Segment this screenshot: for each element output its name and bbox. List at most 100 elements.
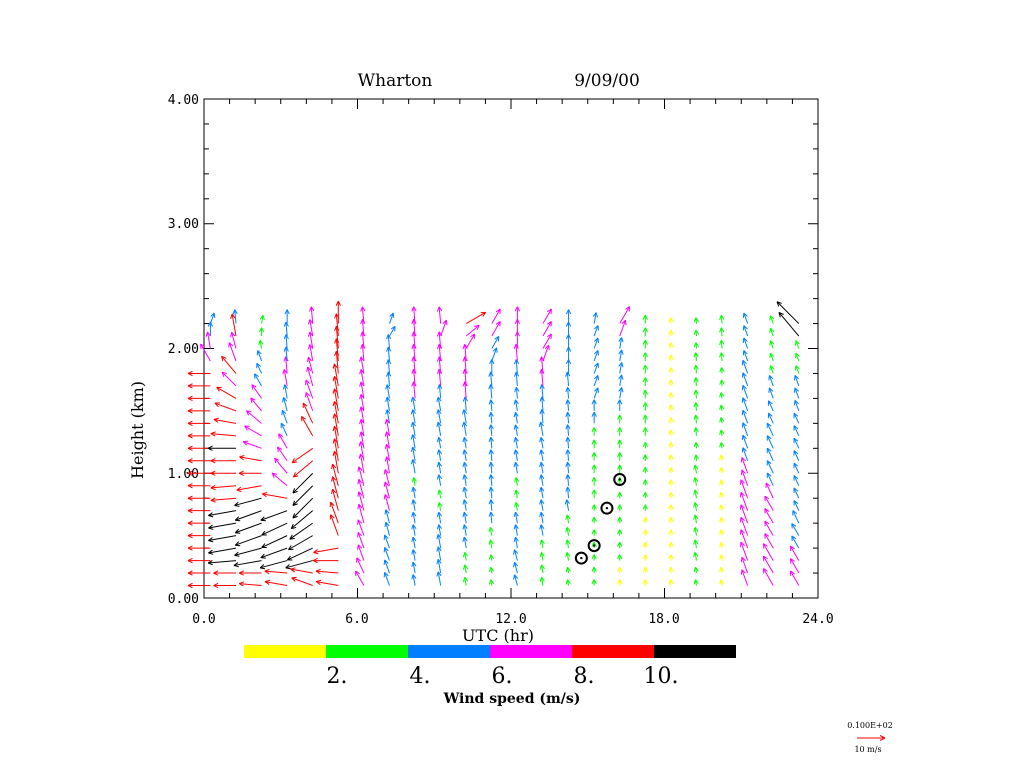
wind-vector — [565, 539, 571, 549]
wind-vector — [488, 461, 494, 474]
wind-vector — [491, 335, 500, 349]
wind-vector — [764, 508, 774, 524]
wind-vector — [565, 566, 571, 574]
wind-vector — [271, 472, 288, 487]
wind-vector — [741, 447, 749, 461]
wind-vector — [461, 421, 468, 436]
wind-vector — [284, 309, 290, 324]
wind-vector — [315, 579, 339, 587]
wind-vector — [411, 536, 417, 549]
wind-vector — [288, 535, 313, 551]
wind-vector — [436, 409, 442, 424]
wind-vector — [739, 479, 749, 499]
wind-vector — [617, 554, 623, 561]
wind-vector — [794, 352, 800, 362]
wind-vector — [462, 461, 468, 474]
wind-vector — [642, 314, 648, 324]
wind-vector — [306, 356, 314, 374]
wind-vector — [465, 333, 476, 349]
wind-vector — [539, 474, 545, 486]
wind-vector — [693, 579, 699, 586]
wind-vector — [488, 566, 495, 574]
wind-vector — [290, 510, 314, 530]
wind-vector — [668, 491, 674, 499]
wind-vector — [591, 566, 597, 574]
wind-vector — [238, 570, 262, 576]
wind-vector — [462, 396, 468, 411]
wind-vector — [539, 461, 545, 474]
wind-vector — [719, 442, 725, 449]
wind-vector — [668, 329, 674, 337]
wind-vector — [741, 397, 749, 412]
wind-vector — [187, 582, 211, 589]
wind-vector — [741, 384, 749, 399]
wind-vector — [719, 566, 725, 574]
wind-vector — [488, 411, 494, 424]
wind-vector — [187, 445, 211, 451]
wind-vector — [488, 511, 494, 524]
wind-vector — [668, 467, 674, 474]
wind-vector — [565, 359, 572, 374]
wind-vector — [465, 324, 480, 337]
wind-vector — [488, 539, 494, 549]
wind-vector — [210, 458, 236, 464]
wind-vector — [542, 321, 552, 337]
wind-vector — [539, 511, 545, 524]
wind-vector — [384, 509, 390, 524]
wind-vector — [513, 371, 520, 386]
wind-vector — [693, 539, 699, 549]
wind-vector — [693, 377, 699, 386]
colorbar-tick-label-6: 6. — [492, 664, 513, 689]
reference-vector-caption: 10 m/s — [854, 745, 881, 754]
wind-vector — [461, 409, 468, 424]
wind-vector — [764, 520, 774, 536]
wind-vector — [693, 329, 699, 337]
wind-vector — [436, 571, 442, 586]
wind-vector — [411, 486, 417, 499]
wind-vector — [383, 559, 390, 574]
wind-vector — [719, 392, 725, 399]
wind-vector — [719, 504, 725, 511]
wind-vector — [642, 554, 648, 561]
wind-vector — [542, 344, 550, 362]
wind-vector — [565, 321, 572, 337]
wind-vector — [693, 464, 699, 474]
wind-vector — [260, 510, 288, 522]
wind-vector — [357, 531, 365, 549]
wind-vector — [565, 334, 572, 349]
wind-vector — [539, 436, 545, 449]
wind-vector — [357, 544, 365, 561]
wind-vector — [513, 574, 519, 586]
wind-vector — [306, 366, 314, 387]
wind-vector — [514, 386, 520, 399]
wind-vector — [514, 477, 520, 486]
wind-vector — [539, 576, 545, 586]
wind-vector — [719, 579, 725, 586]
wind-vector — [209, 312, 216, 324]
wind-vector — [642, 377, 648, 386]
wind-vector — [740, 469, 749, 486]
colorbar-tick-label-2: 2. — [327, 664, 348, 689]
wind-vector — [668, 504, 674, 511]
colorbar-title: Wind speed (m/s) — [443, 691, 581, 707]
wind-vector — [513, 359, 520, 374]
wind-vector — [410, 434, 416, 449]
wind-vector — [410, 459, 416, 474]
wind-vector — [291, 447, 314, 464]
wind-vector — [766, 422, 774, 437]
wind-vector — [542, 333, 552, 349]
wind-vector — [769, 315, 775, 324]
y-tick-label-0: 0.00 — [168, 592, 199, 607]
wind-vector — [789, 558, 800, 574]
wind-vector — [591, 504, 597, 511]
wind-vector — [301, 416, 314, 437]
wind-vector — [514, 489, 520, 499]
wind-vector — [208, 547, 237, 555]
wind-vector — [668, 516, 674, 524]
wind-vector — [591, 464, 597, 474]
wind-vector — [719, 429, 725, 436]
wind-vector — [668, 354, 674, 361]
wind-vector — [617, 491, 623, 499]
wind-vector — [309, 306, 315, 324]
wind-vector — [592, 312, 598, 324]
